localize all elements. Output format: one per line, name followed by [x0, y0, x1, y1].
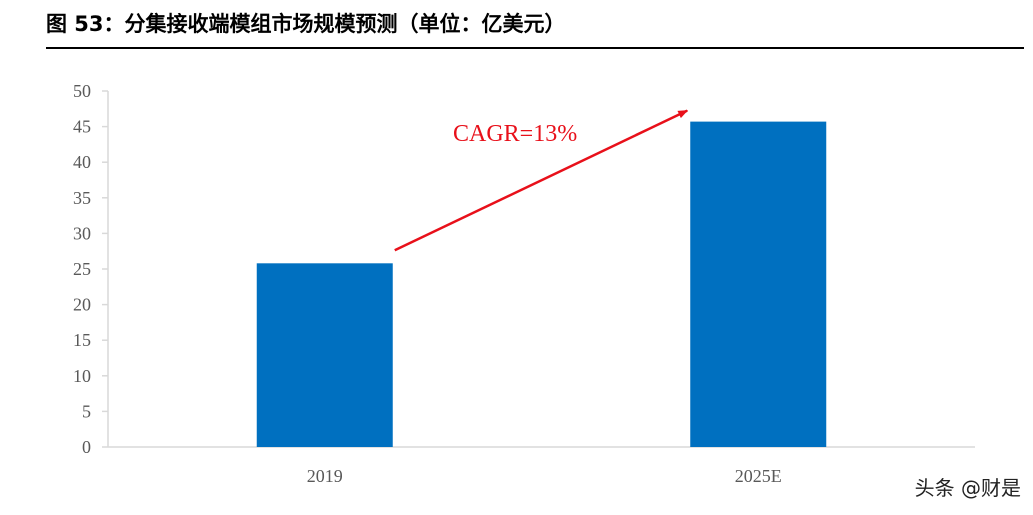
bar-2019: [256, 263, 393, 447]
watermark-text: 头条 @财是: [914, 476, 1021, 500]
x-tick-label: 2019: [307, 466, 343, 486]
y-tick-label: 15: [73, 330, 91, 350]
y-tick-label: 30: [73, 223, 91, 243]
bars: [256, 121, 827, 447]
x-tick-label: 2025E: [735, 466, 782, 486]
y-tick-label: 0: [82, 437, 91, 457]
y-tick-label: 20: [73, 295, 91, 315]
bar-2025E: [690, 121, 827, 447]
y-tick-label: 40: [73, 152, 91, 172]
title-divider: [46, 47, 1024, 49]
figure-title: 图 53：分集接收端模组市场规模预测（单位：亿美元）: [46, 12, 566, 36]
y-tick-label: 5: [82, 401, 91, 421]
y-tick-label: 50: [73, 81, 91, 101]
cagr-label: CAGR=13%: [453, 121, 577, 147]
y-tick-label: 25: [73, 259, 91, 279]
y-tick-label: 35: [73, 188, 91, 208]
y-tick-label: 45: [73, 117, 91, 137]
annotation: CAGR=13%: [394, 109, 689, 252]
y-axis: 0 5 10 15 20 25 30 35 40 45 50: [73, 81, 109, 457]
x-axis: 2019 2025E: [307, 466, 782, 486]
y-tick-label: 10: [73, 366, 91, 386]
cagr-arrow: [394, 109, 689, 252]
